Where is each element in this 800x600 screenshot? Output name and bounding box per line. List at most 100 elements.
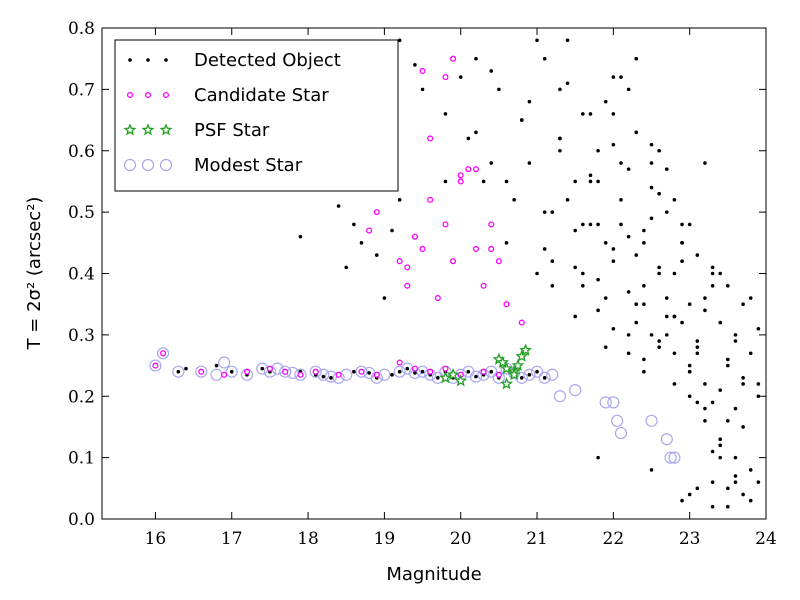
detected-object-point (573, 179, 577, 184)
candidate-star-point (404, 264, 411, 271)
candidate-star-point (465, 166, 472, 173)
detected-object-point (718, 455, 723, 460)
modest-star-point (599, 396, 612, 409)
candidate-star-point (442, 365, 449, 372)
detected-object-point (603, 345, 608, 349)
detected-object-point (527, 99, 532, 104)
detected-object-point (176, 369, 181, 374)
detected-object-point (611, 326, 616, 331)
x-tick-label: 22 (603, 529, 625, 549)
detected-object-point (542, 210, 547, 214)
detected-object-point (596, 308, 600, 313)
detected-object-point (703, 406, 707, 411)
detected-object-point (565, 81, 570, 86)
detected-object-point (649, 142, 654, 147)
detected-object-point (489, 161, 494, 165)
candidate-star-point (160, 350, 167, 357)
detected-object-point (726, 357, 730, 362)
detected-object-point (214, 363, 219, 368)
detected-object-point (611, 112, 616, 116)
detected-object-point (710, 400, 715, 405)
detected-object-point (703, 296, 707, 300)
candidate-star-point (472, 245, 480, 253)
detected-object-point (687, 363, 692, 368)
candidate-star-point (518, 319, 525, 326)
detected-object-point (390, 372, 394, 377)
detected-object-point (664, 333, 669, 337)
candidate-star-point (198, 368, 205, 375)
detected-object-point (710, 265, 715, 270)
detected-object-point (535, 271, 539, 276)
detected-object-point (634, 302, 639, 306)
detected-object-point (573, 314, 577, 319)
modest-star-point (668, 451, 681, 464)
legend-entry-psf-star: PSF Star (123, 120, 270, 141)
detected-object-point (649, 216, 654, 221)
detected-object-point (619, 75, 623, 79)
candidate-star-point (373, 371, 380, 378)
detected-object-point (336, 204, 341, 208)
detected-object-point (558, 148, 562, 153)
detected-object-point (695, 253, 700, 257)
detected-object-point (474, 130, 478, 135)
psf-star-point (446, 368, 460, 381)
detected-object-point (726, 283, 730, 288)
detected-object-point (588, 179, 593, 184)
modest-star-point (611, 414, 624, 427)
candidate-star-point (366, 227, 373, 234)
detected-object-point (664, 296, 669, 300)
y-tick-label: 0.7 (68, 80, 95, 100)
legend-entry-detected-object: Detected Object (128, 50, 341, 71)
detected-object-point (443, 179, 448, 184)
candidate-star-point (396, 359, 403, 366)
detected-object-point (703, 308, 707, 313)
detected-object-point (710, 449, 715, 454)
modest-star-point (149, 359, 162, 372)
detected-object-point (710, 504, 715, 509)
modest-star-point (538, 371, 551, 384)
detected-object-point (512, 198, 516, 202)
psf-star-point (500, 361, 514, 375)
detected-object-point (611, 247, 616, 251)
psf-star-point (438, 370, 452, 384)
detected-object-point (626, 234, 631, 239)
detected-object-point (672, 382, 677, 386)
legend-entry-modest-star: Modest Star (123, 155, 303, 176)
detected-object-point (680, 241, 684, 245)
modest-star-point (172, 365, 185, 378)
detected-object-point (687, 369, 692, 374)
detected-object-point (603, 241, 608, 245)
detected-object-point (680, 320, 684, 325)
candidate-star-point (419, 245, 426, 253)
candidate-star-point (312, 368, 319, 375)
detected-object-point (649, 185, 654, 190)
x-tick-label: 20 (450, 529, 472, 549)
legend: Detected Object Candidate Star PSF Star Mod… (114, 39, 399, 192)
legend-marker-modest-star (141, 158, 155, 172)
detected-object-point (733, 474, 738, 478)
detected-object-point (466, 369, 471, 374)
legend-marker-detected-object (146, 58, 150, 62)
detected-object-point (359, 241, 364, 245)
detected-object-point (718, 388, 723, 392)
detected-object-point (420, 369, 425, 374)
x-tick-label: 21 (526, 529, 548, 549)
detected-object-point (542, 376, 547, 380)
modest-star-point (317, 368, 330, 381)
legend-label-detected-object: Detected Object (194, 50, 341, 71)
detected-object-point (352, 222, 356, 227)
detected-object-point (664, 314, 669, 319)
y-tick-label: 0.0 (68, 510, 95, 530)
candidate-star-point (396, 258, 403, 265)
detected-object-point (741, 382, 745, 386)
candidate-star-point (152, 362, 159, 369)
detected-object-point (634, 56, 639, 61)
detected-object-point (695, 400, 700, 405)
detected-object-point (474, 56, 478, 61)
detected-object-point (596, 148, 600, 153)
candidate-star-point (282, 368, 289, 375)
detected-object-point (748, 468, 753, 472)
ticks-layer: 16 17 18 19 20 21 22 23 24 0.0 0.1 0.2 0.3 0.4 0.5 0.6 0… (68, 19, 777, 549)
candidate-star-point (442, 74, 449, 81)
candidate-star-point (488, 245, 495, 253)
